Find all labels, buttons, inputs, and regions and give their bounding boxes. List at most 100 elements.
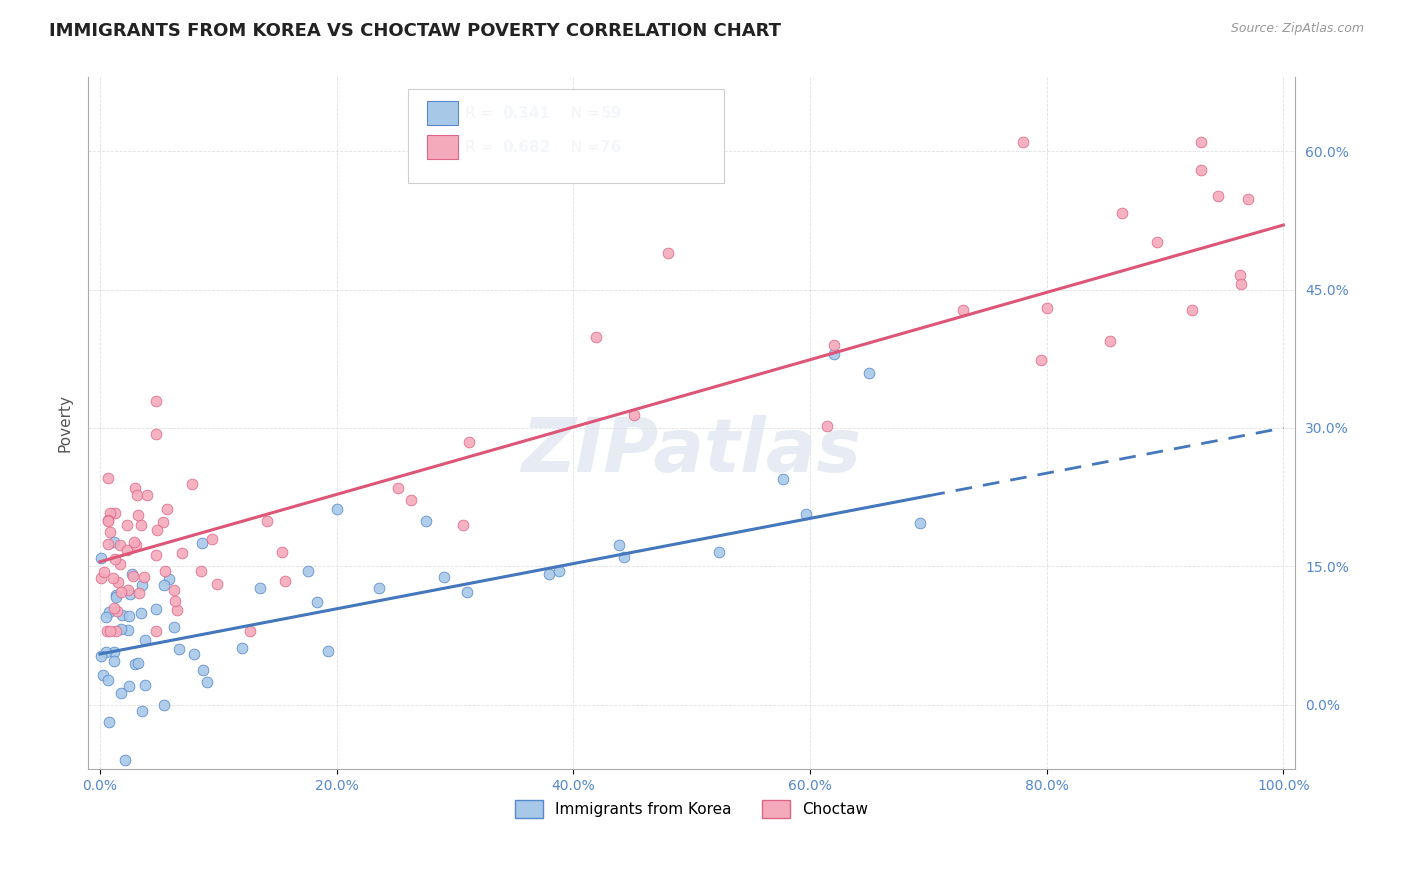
Point [111,608,134,623]
Point [657,245,679,260]
Point [325,502,347,516]
Point [195,675,218,690]
Point [1111,206,1133,220]
Point [134,678,156,692]
Text: N =: N = [561,106,605,120]
Point [772,472,794,486]
Point [127,508,149,522]
Text: N =: N = [561,140,605,154]
Point [103,535,125,549]
Point [585,329,607,343]
Point [908,516,931,531]
Point [98,524,121,539]
Point [122,534,145,549]
Point [823,338,845,352]
Point [399,493,422,508]
Point [110,557,132,571]
Point [1029,353,1052,368]
Point [1146,235,1168,249]
Point [607,538,630,552]
Point [153,564,176,578]
Point [200,532,222,546]
Point [613,549,636,564]
Text: R =: R = [465,106,499,120]
Point [115,518,138,533]
Point [415,514,437,528]
Point [134,633,156,648]
Point [110,686,132,700]
Point [297,564,319,578]
Point [307,595,329,609]
Text: R =: R = [465,140,499,154]
Point [456,584,478,599]
Point [98,605,121,619]
Point [316,644,339,658]
Text: 59: 59 [600,106,621,120]
Point [271,544,294,558]
Point [104,591,127,605]
Point [131,578,153,592]
Point [104,588,127,602]
Point [104,624,127,638]
Point [794,507,817,521]
Point [433,570,456,584]
Point [166,602,188,616]
Point [145,426,167,441]
Point [367,582,389,596]
Text: ZIPatlas: ZIPatlas [522,415,862,488]
Point [90,551,112,566]
Point [623,408,645,422]
Point [191,536,214,550]
Point [104,551,127,566]
Text: Source: ZipAtlas.com: Source: ZipAtlas.com [1230,22,1364,36]
Point [125,488,148,502]
Point [90,649,112,664]
Point [152,698,174,713]
Point [117,623,139,637]
Point [114,753,136,767]
Point [110,622,132,636]
Point [127,657,149,671]
Point [157,572,180,586]
Point [103,645,125,659]
Point [103,654,125,668]
Point [1098,334,1121,348]
Text: 0.682: 0.682 [502,140,550,154]
Point [125,538,148,552]
Point [707,545,730,559]
Point [387,481,409,495]
Point [110,584,132,599]
Point [90,571,112,585]
Point [124,657,146,671]
Point [122,569,145,583]
Point [98,624,121,638]
Point [165,594,187,608]
Point [548,564,571,578]
Point [538,567,561,582]
Point [1206,189,1229,203]
Point [97,471,120,485]
Point [1035,301,1057,315]
Point [121,567,143,582]
Point [101,570,124,584]
Point [191,663,214,677]
Point [136,488,159,502]
Point [172,546,194,560]
Point [110,538,132,552]
Point [117,542,139,557]
Point [97,514,120,528]
Point [96,624,118,638]
Text: IMMIGRANTS FROM KOREA VS CHOCTAW POVERTY CORRELATION CHART: IMMIGRANTS FROM KOREA VS CHOCTAW POVERTY… [49,22,782,40]
Point [94,645,117,659]
Point [1229,268,1251,282]
Point [104,506,127,520]
Point [183,647,205,661]
Point [132,570,155,584]
Point [153,577,176,591]
Point [274,574,297,589]
Point [97,673,120,687]
Point [107,604,129,618]
Point [1189,162,1212,177]
Point [96,610,118,624]
Point [107,574,129,589]
